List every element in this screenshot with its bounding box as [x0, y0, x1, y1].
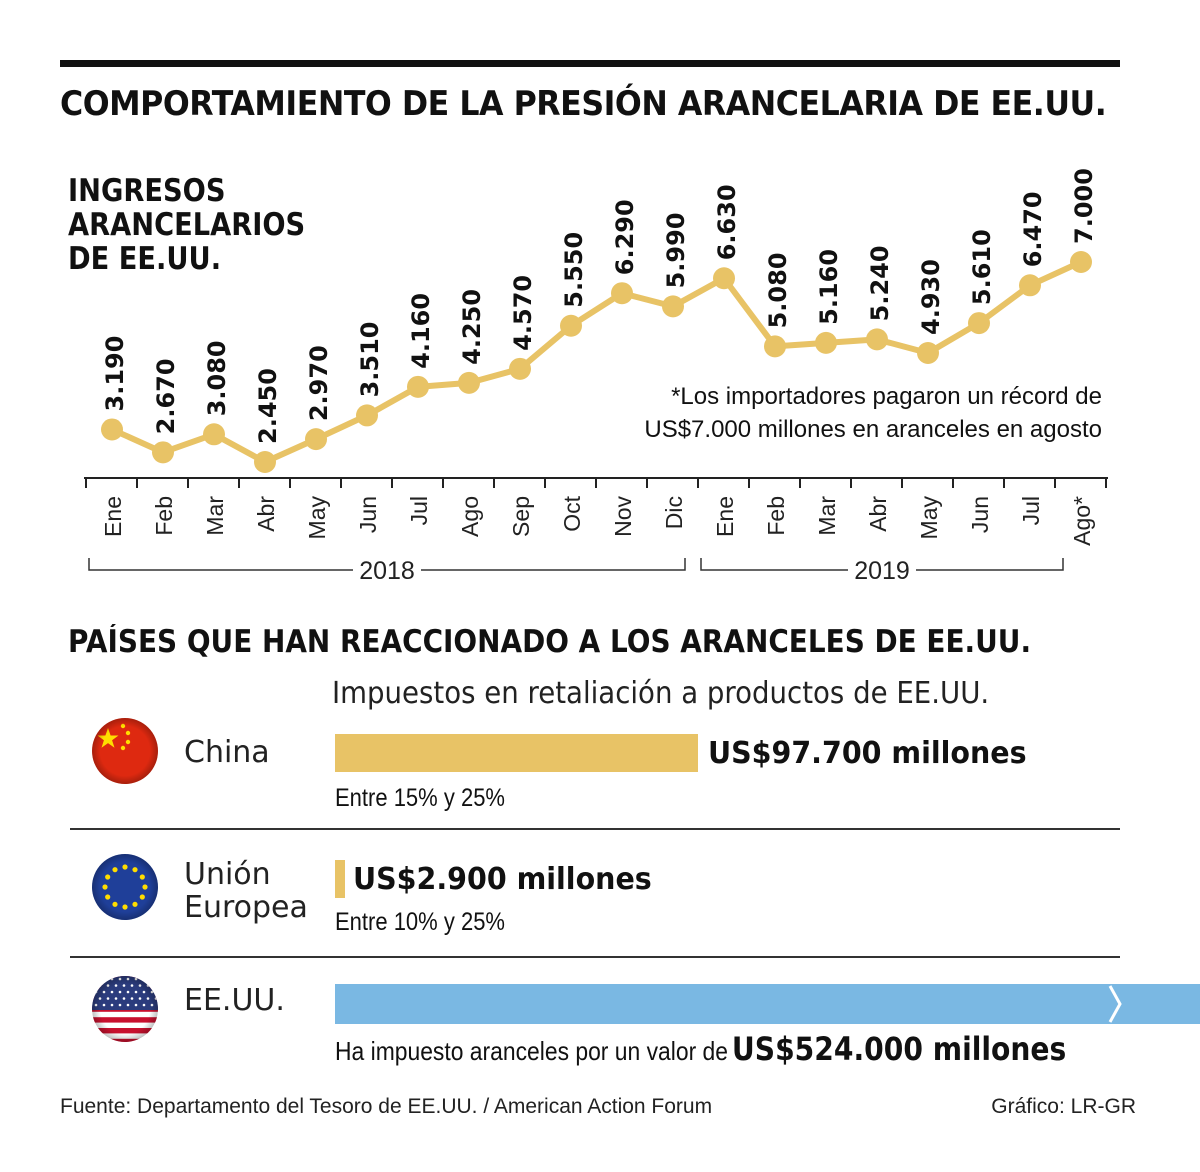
x-tick-label: Feb: [763, 496, 789, 536]
chart-note: *Los importadores pagaron un récord de U…: [640, 380, 1102, 446]
row-divider: [70, 828, 1120, 830]
year-bracket: [700, 558, 1064, 571]
data-label: 2.670: [152, 358, 180, 434]
data-label: 2.450: [254, 368, 282, 444]
countries-section-title: PAÍSES QUE HAN REACCIONADO A LOS ARANCEL…: [68, 624, 1032, 660]
data-label: 5.160: [815, 249, 843, 325]
data-point: [407, 375, 429, 398]
us-prefix: Ha impuesto aranceles por un valor de: [335, 1036, 729, 1066]
data-point: [203, 423, 225, 446]
x-tick-label: Ago: [457, 496, 483, 537]
data-label: 5.990: [662, 212, 690, 288]
x-tick-label: Ene: [712, 496, 738, 537]
data-label: 7.000: [1070, 168, 1098, 244]
data-label: 5.610: [968, 229, 996, 305]
x-tick-label: Jun: [967, 496, 993, 533]
data-point: [356, 404, 378, 427]
data-point: [611, 282, 633, 305]
x-tick-label: Mar: [202, 496, 228, 536]
bar-eu: [335, 860, 345, 898]
chart-note-line-2: US$7.000 millones en aranceles en agosto: [644, 416, 1102, 443]
data-label: 5.240: [866, 245, 894, 321]
bar-china: [335, 734, 698, 772]
eu-flag-icon: [92, 854, 158, 920]
x-tick-label: Abr: [865, 496, 891, 532]
x-tick-label: Nov: [610, 496, 636, 537]
data-point: [509, 357, 531, 380]
year-bracket: [88, 558, 686, 571]
x-tick-label: Mar: [814, 496, 840, 536]
data-label: 4.570: [509, 275, 537, 351]
x-tick-label: Sep: [508, 496, 534, 537]
data-label: 4.250: [458, 289, 486, 365]
main-title: COMPORTAMIENTO DE LA PRESIÓN ARANCELARIA…: [60, 84, 1107, 124]
x-tick-label: Ago*: [1069, 496, 1095, 546]
data-point: [458, 371, 480, 394]
data-point: [968, 312, 990, 335]
us-flag-icon: [92, 976, 158, 1042]
data-label: 3.190: [101, 336, 129, 412]
tariff-revenue-chart: 3.190 Ene 2.670 Feb 3.080 Mar 2.450 Abr 2.970 May…: [84, 168, 1108, 585]
year-label: 2019: [854, 557, 910, 585]
x-tick-label: May: [304, 496, 330, 540]
year-label: 2018: [359, 557, 415, 585]
bar-value-us: US$524.000 millones: [731, 1030, 1067, 1068]
top-rule: [60, 60, 1120, 67]
data-point: [866, 328, 888, 351]
data-point: [560, 314, 582, 337]
chart-note-line-1: *Los importadores pagaron un récord de: [671, 383, 1102, 410]
countries-section-subtitle: Impuestos en retaliación a productos de …: [332, 676, 990, 711]
footer-source: Fuente: Departamento del Tesoro de EE.UU…: [60, 1095, 713, 1118]
data-label: 5.550: [560, 232, 588, 308]
data-point: [713, 267, 735, 290]
data-point: [815, 331, 837, 354]
bar-value-eu: US$2.900 millones: [353, 862, 652, 897]
range-eu: Entre 10% y 25%: [335, 908, 505, 936]
data-point: [254, 451, 276, 473]
x-tick-label: May: [916, 496, 942, 540]
data-label: 6.470: [1019, 191, 1047, 267]
data-point: [662, 295, 684, 318]
x-tick-label: Dic: [661, 496, 687, 529]
data-point: [305, 428, 327, 451]
data-label: 2.970: [305, 345, 333, 421]
x-tick-label: Oct: [559, 495, 585, 531]
data-label: 3.080: [203, 340, 231, 416]
country-name-us: EE.UU.: [184, 983, 285, 1018]
bar-value-china: US$97.700 millones: [708, 736, 1027, 771]
data-point: [1070, 251, 1092, 273]
bar-us: [335, 984, 1200, 1024]
x-tick-label: Jun: [355, 496, 381, 533]
data-label: 4.930: [917, 259, 945, 335]
data-point: [917, 341, 939, 364]
data-point: [1019, 274, 1041, 297]
data-point: [764, 335, 786, 358]
chart-title: INGRESOS ARANCELARIOS DE EE.UU.: [68, 173, 306, 277]
data-label: 6.290: [611, 199, 639, 275]
x-tick-label: Jul: [1018, 496, 1044, 525]
data-label: 6.630: [713, 184, 741, 260]
x-tick-label: Feb: [151, 496, 177, 536]
us-description: Ha impuesto aranceles por un valor de US…: [335, 1030, 1066, 1068]
row-divider: [70, 956, 1120, 958]
range-china: Entre 15% y 25%: [335, 784, 505, 812]
china-flag-icon: [92, 718, 158, 784]
data-label: 3.510: [356, 321, 384, 397]
country-name-china: China: [184, 735, 270, 770]
x-tick-label: Ene: [100, 496, 126, 537]
x-tick-label: Jul: [406, 496, 432, 525]
data-label: 4.160: [407, 293, 435, 369]
x-tick-label: Abr: [253, 496, 279, 532]
footer-credit: Gráfico: LR-GR: [991, 1095, 1136, 1118]
country-name-eu: Unión Europea: [184, 857, 308, 925]
data-label: 5.080: [764, 252, 792, 328]
data-point: [101, 418, 123, 441]
data-point: [152, 441, 174, 464]
